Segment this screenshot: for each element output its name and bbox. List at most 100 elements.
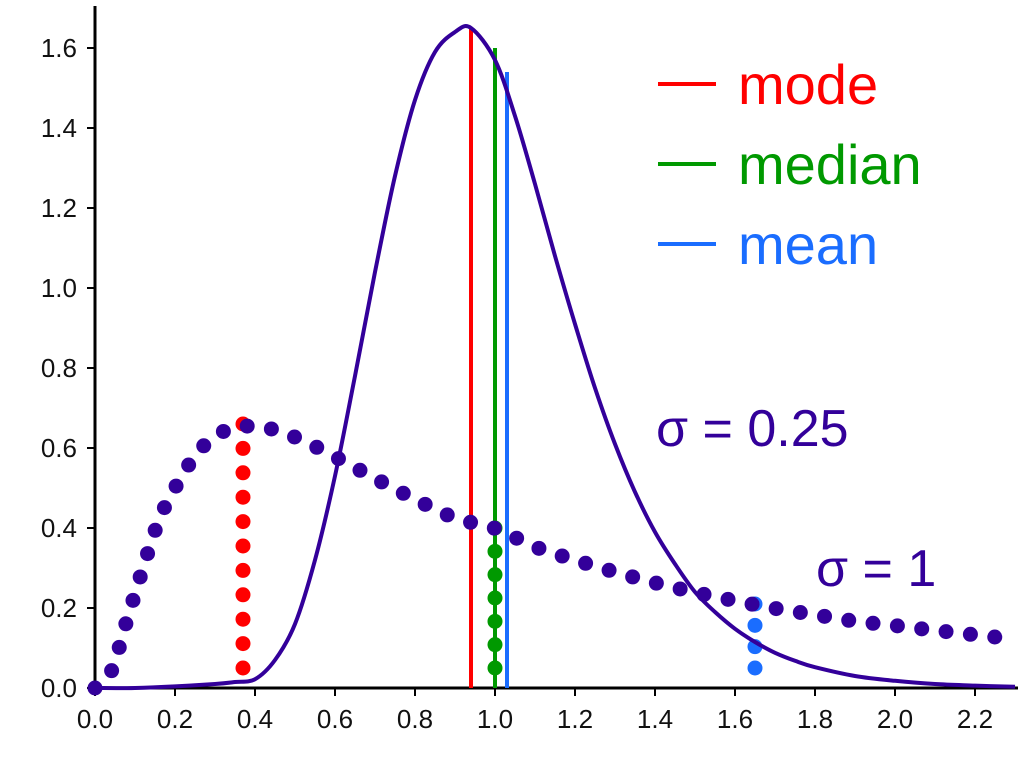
x-tick-label: 0.8 bbox=[397, 704, 433, 734]
marker-dot bbox=[235, 465, 251, 481]
series-point bbox=[309, 439, 325, 455]
series-point bbox=[395, 485, 411, 501]
y-tick-label: 0.0 bbox=[41, 673, 77, 703]
series-point bbox=[509, 530, 525, 546]
series-point bbox=[87, 680, 103, 696]
annotation-sigma-025: σ = 0.25 bbox=[656, 400, 849, 458]
series-point bbox=[987, 629, 1003, 645]
series-point bbox=[156, 500, 172, 516]
x-tick-label: 0.2 bbox=[157, 704, 193, 734]
y-tick-label: 0.4 bbox=[41, 513, 77, 543]
x-tick-label: 1.0 bbox=[477, 704, 513, 734]
series-point bbox=[132, 569, 148, 585]
series-point bbox=[672, 581, 688, 597]
marker-dot bbox=[487, 613, 503, 629]
series-point bbox=[104, 663, 120, 679]
series-point bbox=[147, 522, 163, 538]
series-point bbox=[625, 569, 641, 585]
series-point bbox=[817, 608, 833, 624]
series-point bbox=[696, 586, 712, 602]
series-point bbox=[417, 496, 433, 512]
series-point bbox=[196, 438, 212, 454]
x-tick-label: 1.6 bbox=[717, 704, 753, 734]
series-point bbox=[768, 601, 784, 617]
legend-label-mean: mean bbox=[738, 213, 878, 276]
x-tick-label: 1.4 bbox=[637, 704, 673, 734]
x-tick-label: 1.2 bbox=[557, 704, 593, 734]
x-tick-label: 1.8 bbox=[797, 704, 833, 734]
series-point bbox=[125, 592, 141, 608]
marker-mode-sigma-1 bbox=[235, 416, 251, 676]
y-tick-label: 1.2 bbox=[41, 193, 77, 223]
x-tick-label: 2.0 bbox=[877, 704, 913, 734]
series-point bbox=[720, 591, 736, 607]
series-point bbox=[938, 624, 954, 640]
x-tick-label: 2.2 bbox=[957, 704, 993, 734]
annotation-sigma-1: σ = 1 bbox=[816, 540, 936, 598]
x-axis-ticks: 0.0 0.2 0.4 0.6 0.8 1.0 1.2 1.4 1.6 1.8 2.0 2.2 bbox=[77, 688, 993, 734]
marker-dot bbox=[235, 611, 251, 627]
series-point bbox=[330, 451, 346, 467]
marker-dot bbox=[235, 514, 251, 530]
series-point bbox=[744, 596, 760, 612]
series-point bbox=[118, 616, 134, 632]
y-tick-label: 1.6 bbox=[41, 33, 77, 63]
x-tick-label: 0.0 bbox=[77, 704, 113, 734]
series-point bbox=[168, 478, 184, 494]
y-tick-label: 0.6 bbox=[41, 433, 77, 463]
marker-dot bbox=[487, 543, 503, 559]
y-tick-label: 0.2 bbox=[41, 593, 77, 623]
series bbox=[87, 24, 1016, 696]
mode-median-mean-markers bbox=[235, 28, 763, 688]
marker-dot bbox=[235, 660, 251, 676]
marker-dot bbox=[747, 660, 763, 676]
y-tick-label: 1.4 bbox=[41, 113, 77, 143]
series-point bbox=[463, 514, 479, 530]
series-point bbox=[263, 421, 279, 437]
series-point bbox=[239, 418, 255, 434]
marker-dot bbox=[235, 587, 251, 603]
series-point bbox=[841, 612, 857, 628]
legend-label-mode: mode bbox=[738, 53, 878, 116]
series-point bbox=[111, 639, 127, 655]
series-point bbox=[287, 429, 303, 445]
series-point bbox=[601, 562, 617, 578]
marker-dot bbox=[235, 440, 251, 456]
legend-item-median: median bbox=[658, 133, 922, 196]
marker-dot bbox=[747, 617, 763, 633]
series-point bbox=[914, 621, 930, 637]
marker-dot bbox=[487, 660, 503, 676]
marker-dot bbox=[487, 637, 503, 653]
legend: mode median mean bbox=[658, 53, 922, 276]
series-point bbox=[215, 423, 231, 439]
legend-item-mode: mode bbox=[658, 53, 878, 116]
legend-item-mean: mean bbox=[658, 213, 878, 276]
series-point bbox=[865, 615, 881, 631]
series-point bbox=[374, 474, 390, 490]
x-tick-label: 0.6 bbox=[317, 704, 353, 734]
y-tick-label: 1.0 bbox=[41, 273, 77, 303]
marker-dot bbox=[235, 562, 251, 578]
series-point bbox=[439, 507, 455, 523]
marker-dot bbox=[235, 489, 251, 505]
series-point bbox=[140, 546, 156, 562]
series-dots-sigma-1 bbox=[87, 418, 1003, 696]
legend-label-median: median bbox=[738, 133, 922, 196]
series-point bbox=[889, 618, 905, 634]
axes bbox=[93, 6, 1018, 690]
series-point bbox=[181, 457, 197, 473]
marker-dot bbox=[487, 590, 503, 606]
marker-dot bbox=[235, 538, 251, 554]
series-point bbox=[792, 605, 808, 621]
series-point bbox=[578, 555, 594, 571]
marker-dot bbox=[235, 636, 251, 652]
series-point bbox=[962, 626, 978, 642]
y-axis-ticks: 0.0 0.2 0.4 0.6 0.8 1.0 1.2 1.4 1.6 bbox=[41, 33, 95, 703]
y-tick-label: 0.8 bbox=[41, 353, 77, 383]
series-point bbox=[531, 540, 547, 556]
series-point bbox=[486, 520, 502, 536]
series-line-sigma-025 bbox=[94, 24, 1016, 691]
x-tick-label: 0.4 bbox=[237, 704, 273, 734]
series-point bbox=[554, 548, 570, 564]
